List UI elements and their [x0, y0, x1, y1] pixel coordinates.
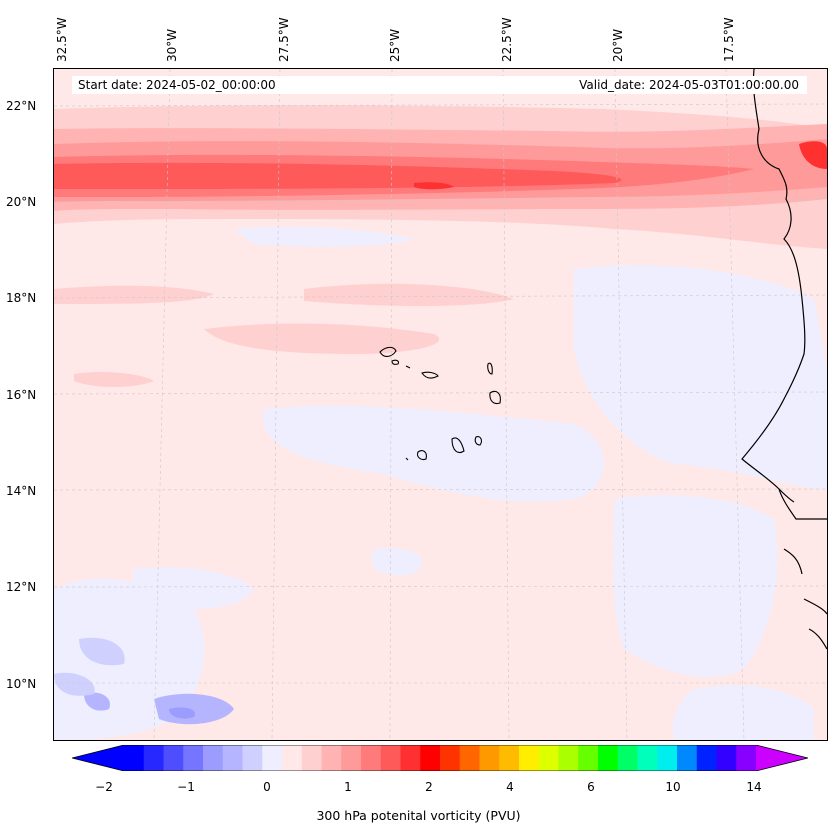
- colorbar-segment: [242, 745, 263, 771]
- colorbar-segment: [361, 745, 382, 771]
- island: [379, 346, 397, 357]
- field-blue-patch: [79, 637, 125, 666]
- colorbar-extend-low: [72, 745, 124, 771]
- field-jet-core: [414, 182, 454, 190]
- island: [405, 365, 411, 369]
- colorbar-segment: [262, 745, 283, 771]
- field-blue-patch: [154, 693, 234, 725]
- field-negative-region: [371, 548, 422, 576]
- colorbar-segment: [124, 745, 145, 771]
- graticule: [54, 69, 827, 740]
- colorbar-segment: [558, 745, 579, 771]
- colorbar-label: 300 hPa potenital vorticity (PVU): [316, 808, 521, 823]
- field-negative-region: [613, 495, 778, 678]
- colorbar: [71, 744, 809, 772]
- colorbar-segment: [183, 745, 204, 771]
- lat-label-22n: 22°N: [6, 99, 37, 113]
- colorbar-segment: [400, 745, 421, 771]
- field-blue-patch: [54, 672, 95, 696]
- colorbar-segment: [420, 745, 441, 771]
- colorbar-segment: [637, 745, 658, 771]
- colorbar-tick: −2: [95, 780, 113, 794]
- colorbar-segment: [499, 745, 520, 771]
- valid-date-text: Valid_date: 2024-05-03T01:00:00.00: [579, 78, 799, 92]
- island: [489, 390, 501, 405]
- lat-label-18n: 18°N: [6, 291, 37, 305]
- start-date-text: Start date: 2024-05-02_00:00:00: [78, 78, 276, 92]
- field-jet-band: [54, 162, 622, 189]
- colorbar-tick: 4: [506, 780, 514, 794]
- colorbar-segment: [617, 745, 638, 771]
- colorbar-segment: [479, 745, 500, 771]
- colorbar-segment: [696, 745, 717, 771]
- colorbar-extend-high: [756, 745, 808, 771]
- colorbar-segment: [716, 745, 737, 771]
- island: [421, 371, 439, 379]
- colorbar-segment: [578, 745, 599, 771]
- field-positive-band: [74, 371, 154, 387]
- colorbar-segment: [143, 745, 164, 771]
- lon-label-30w: 30°W: [165, 28, 179, 62]
- colorbar-tick: 10: [665, 780, 681, 794]
- colorbar-segment: [459, 745, 480, 771]
- lat-label-14n: 14°N: [6, 484, 37, 498]
- island: [391, 359, 400, 365]
- lat-label-12n: 12°N: [6, 580, 37, 594]
- island: [487, 362, 493, 375]
- island: [405, 457, 409, 461]
- colorbar-segment: [321, 745, 342, 771]
- field-negative-region: [234, 227, 414, 247]
- lat-label-10n: 10°N: [6, 677, 37, 691]
- lon-label-22.5w: 22.5°W: [500, 17, 514, 62]
- map-panel: [53, 68, 828, 741]
- field-blue-patch: [169, 707, 195, 719]
- field-negative-region: [262, 405, 604, 502]
- colorbar-segment: [736, 745, 757, 771]
- colorbar-segment: [519, 745, 540, 771]
- field-positive-band: [304, 283, 514, 306]
- colorbar-tick: −1: [177, 780, 195, 794]
- pv-field-map: [54, 69, 827, 740]
- colorbar-segment: [163, 745, 184, 771]
- lon-label-17.5w: 17.5°W: [722, 17, 736, 62]
- colorbar-segment: [657, 745, 678, 771]
- field-negative-region: [132, 567, 254, 609]
- colorbar-segment: [598, 745, 619, 771]
- date-header: Start date: 2024-05-02_00:00:00 Valid_da…: [72, 76, 807, 94]
- lat-label-20n: 20°N: [6, 195, 37, 209]
- colorbar-segment: [282, 745, 303, 771]
- island: [474, 436, 482, 446]
- colorbar-segment: [203, 745, 224, 771]
- lon-label-20w: 20°W: [611, 28, 625, 62]
- lon-label-32.5w: 32.5°W: [55, 17, 69, 62]
- colorbar-segment: [440, 745, 461, 771]
- colorbar-tick: 14: [746, 780, 762, 794]
- colorbar-tick: 0: [263, 780, 271, 794]
- colorbar-segment: [380, 745, 401, 771]
- coastline: [741, 69, 827, 650]
- colorbar-tick: 6: [587, 780, 595, 794]
- colorbar-tick: 1: [344, 780, 352, 794]
- lon-label-27.5w: 27.5°W: [277, 17, 291, 62]
- lat-label-16n: 16°N: [6, 388, 37, 402]
- field-jet-core: [799, 141, 827, 169]
- colorbar-segment: [222, 745, 243, 771]
- field-positive-band: [54, 285, 214, 304]
- lon-label-25w: 25°W: [388, 28, 402, 62]
- island: [417, 450, 427, 461]
- colorbar-graphic: [71, 744, 809, 772]
- colorbar-segment: [677, 745, 698, 771]
- island: [451, 437, 465, 454]
- field-blue-patch: [84, 692, 110, 711]
- cape-verde-islands: [379, 346, 501, 461]
- colorbar-segment: [301, 745, 322, 771]
- field-negative-region: [574, 265, 827, 489]
- colorbar-segment: [341, 745, 362, 771]
- colorbar-segment: [538, 745, 559, 771]
- field-positive-band: [204, 323, 440, 354]
- colorbar-tick: 2: [425, 780, 433, 794]
